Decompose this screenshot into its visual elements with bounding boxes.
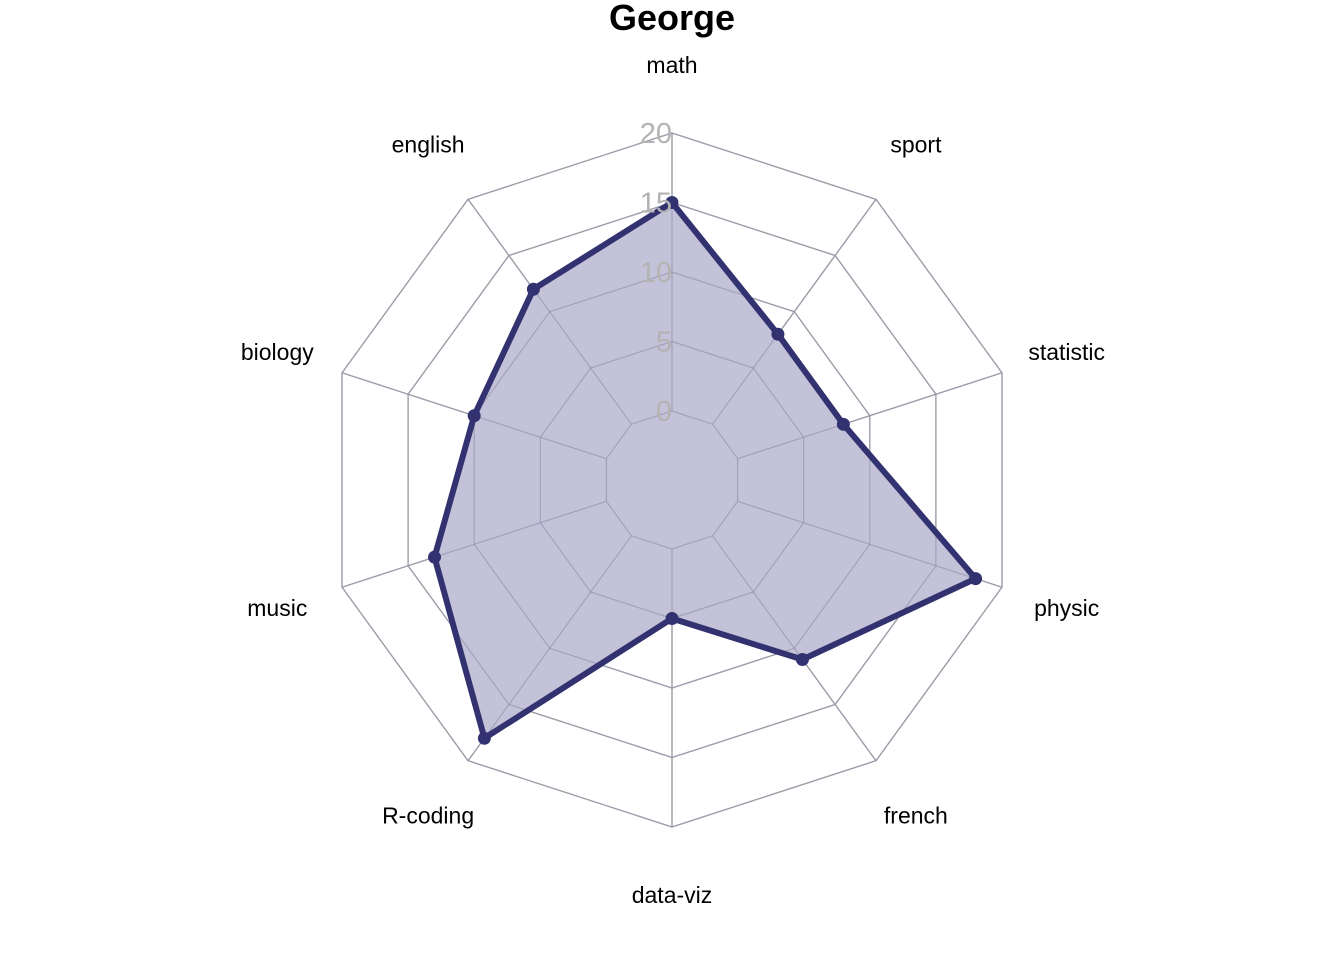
axis-label-music: music xyxy=(247,595,307,621)
series xyxy=(341,132,1003,828)
grid-spoke-overlay-R-coding xyxy=(467,535,632,762)
grid-spoke-overlay-physic xyxy=(737,500,1003,588)
axis-label-statistic: statistic xyxy=(1028,339,1105,365)
tick-label-15: 15 xyxy=(640,188,672,220)
axis-label-french: french xyxy=(884,803,948,829)
axis-label-data-viz: data-viz xyxy=(632,882,713,908)
data-point-physic xyxy=(969,572,983,586)
data-point-english xyxy=(526,282,540,296)
axis-label-english: english xyxy=(392,131,465,157)
axis-label-math: math xyxy=(646,52,697,78)
data-point-R-coding xyxy=(477,731,491,745)
data-point-sport xyxy=(771,327,785,341)
tick-labels: 0 5 10 15 20 xyxy=(640,118,672,428)
data-point-math xyxy=(665,196,679,209)
grid-spoke-overlay-music xyxy=(341,500,607,588)
data-point-biology xyxy=(467,409,481,423)
data-point-statistic xyxy=(836,417,850,431)
grid-spoke-overlay-sport xyxy=(712,198,877,425)
tick-label-0: 0 xyxy=(656,396,672,428)
chart-title: George xyxy=(609,0,735,38)
data-point-french xyxy=(795,653,809,667)
axis-label-R-coding: R-coding xyxy=(382,803,474,829)
tick-label-10: 10 xyxy=(640,257,672,289)
data-point-music xyxy=(428,550,442,564)
tick-label-20: 20 xyxy=(640,118,672,150)
grid-spoke-overlay-statistic xyxy=(737,372,1003,460)
grid-spoke-overlay-french xyxy=(712,535,877,762)
series-area xyxy=(434,202,976,739)
axis-label-sport: sport xyxy=(890,131,942,157)
axis-labels: math sport statistic physic french data-viz R-… xyxy=(241,52,1105,908)
axis-label-biology: biology xyxy=(241,339,314,365)
data-point-data-viz xyxy=(665,612,679,625)
axis-label-physic: physic xyxy=(1034,595,1099,621)
tick-label-5: 5 xyxy=(656,327,672,359)
grid-spoke-overlay-english xyxy=(467,198,632,425)
